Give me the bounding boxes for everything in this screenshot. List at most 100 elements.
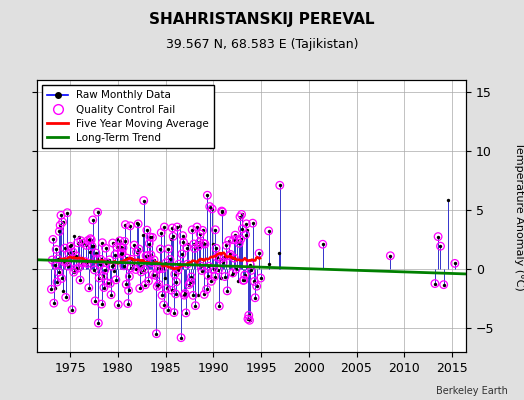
- Point: [117, 251, 126, 257]
- Point: [139, 232, 147, 238]
- Point: [172, 278, 181, 285]
- Point: [84, 284, 93, 291]
- Point: [73, 240, 82, 246]
- Point: [134, 221, 143, 227]
- Point: [129, 262, 138, 268]
- Point: [171, 291, 180, 297]
- Point: [225, 253, 234, 259]
- Point: [130, 242, 138, 248]
- Point: [219, 259, 227, 266]
- Point: [195, 239, 204, 246]
- Point: [223, 288, 232, 294]
- Text: Berkeley Earth: Berkeley Earth: [436, 386, 508, 396]
- Point: [215, 303, 224, 309]
- Point: [63, 210, 71, 216]
- Point: [137, 269, 146, 275]
- Point: [85, 249, 94, 256]
- Point: [213, 254, 221, 260]
- Point: [236, 214, 244, 220]
- Point: [170, 310, 178, 316]
- Point: [203, 192, 212, 198]
- Point: [108, 263, 116, 269]
- Point: [52, 246, 60, 253]
- Point: [265, 260, 274, 267]
- Point: [100, 284, 108, 291]
- Point: [114, 301, 123, 308]
- Point: [217, 208, 226, 214]
- Point: [70, 269, 78, 275]
- Point: [246, 262, 255, 268]
- Y-axis label: Temperature Anomaly (°C): Temperature Anomaly (°C): [514, 142, 524, 290]
- Point: [245, 317, 254, 324]
- Point: [144, 252, 152, 259]
- Point: [169, 233, 177, 240]
- Point: [111, 252, 119, 258]
- Point: [217, 274, 225, 281]
- Point: [225, 253, 234, 259]
- Point: [148, 234, 157, 241]
- Point: [159, 302, 168, 308]
- Point: [90, 267, 99, 273]
- Point: [77, 238, 85, 244]
- Point: [144, 278, 152, 284]
- Point: [195, 239, 204, 246]
- Point: [222, 242, 231, 249]
- Point: [205, 203, 214, 210]
- Point: [96, 261, 104, 268]
- Point: [172, 278, 181, 285]
- Point: [174, 267, 182, 273]
- Point: [70, 269, 78, 275]
- Point: [90, 243, 98, 250]
- Point: [148, 234, 157, 241]
- Point: [265, 228, 273, 234]
- Point: [237, 211, 246, 218]
- Point: [239, 277, 247, 284]
- Point: [127, 256, 136, 263]
- Point: [237, 236, 245, 242]
- Point: [219, 259, 227, 266]
- Point: [228, 272, 236, 278]
- Point: [180, 292, 189, 298]
- Point: [147, 252, 155, 258]
- Point: [245, 312, 253, 318]
- Point: [67, 243, 75, 250]
- Point: [181, 290, 189, 297]
- Point: [170, 271, 179, 278]
- Point: [256, 275, 265, 281]
- Point: [170, 271, 179, 278]
- Point: [237, 211, 246, 218]
- Point: [185, 281, 193, 288]
- Point: [103, 280, 111, 286]
- Point: [143, 227, 151, 233]
- Point: [250, 278, 258, 285]
- Point: [251, 294, 259, 301]
- Point: [156, 266, 164, 272]
- Point: [98, 240, 106, 246]
- Point: [184, 241, 192, 247]
- Point: [57, 212, 65, 218]
- Point: [233, 236, 241, 243]
- Point: [183, 261, 192, 267]
- Point: [147, 260, 156, 266]
- Point: [230, 236, 238, 243]
- Point: [189, 292, 197, 298]
- Point: [242, 232, 250, 238]
- Point: [167, 287, 176, 293]
- Point: [190, 241, 198, 247]
- Point: [168, 225, 177, 231]
- Point: [64, 263, 72, 269]
- Point: [96, 256, 105, 263]
- Point: [434, 233, 442, 240]
- Point: [127, 265, 135, 271]
- Point: [93, 256, 101, 262]
- Point: [124, 300, 132, 307]
- Point: [162, 260, 170, 266]
- Point: [187, 279, 195, 286]
- Point: [217, 208, 226, 214]
- Point: [159, 265, 167, 272]
- Point: [135, 246, 143, 252]
- Point: [230, 236, 238, 243]
- Point: [93, 256, 101, 262]
- Point: [61, 294, 70, 300]
- Point: [144, 252, 152, 259]
